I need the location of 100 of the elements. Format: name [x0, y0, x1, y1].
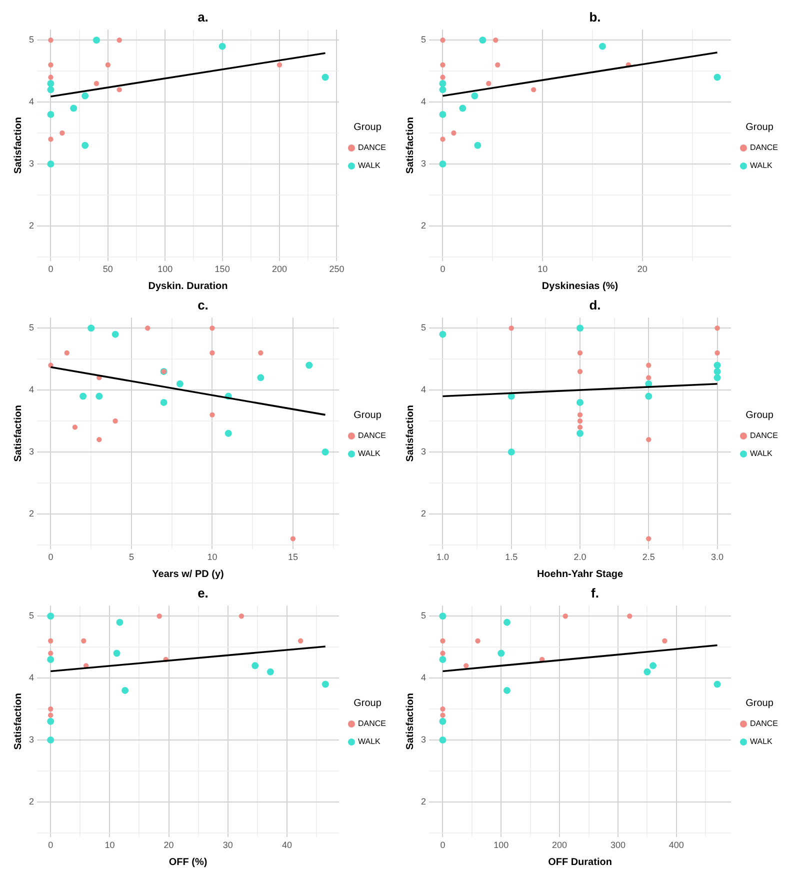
point [503, 618, 510, 626]
x-axis-title: OFF (%) [168, 856, 208, 868]
point [577, 350, 583, 356]
point [714, 74, 721, 81]
point [598, 42, 606, 50]
point [714, 368, 721, 375]
point [498, 650, 505, 657]
point [96, 436, 102, 442]
y-tick-label: 3 [28, 158, 34, 168]
point [238, 614, 244, 619]
point [145, 326, 150, 331]
point [176, 380, 184, 388]
point [112, 330, 119, 338]
point [714, 680, 721, 688]
legend-label: DANCE [750, 719, 778, 728]
chart-title: c. [198, 297, 208, 312]
point [224, 430, 232, 437]
point [81, 638, 86, 644]
y-tick-label: 3 [420, 158, 426, 168]
point [47, 110, 54, 118]
point [646, 362, 652, 368]
x-tick-label: 20 [637, 264, 648, 274]
point [276, 62, 282, 68]
chart-title: d. [589, 297, 601, 312]
point [463, 663, 469, 668]
point [508, 326, 514, 331]
point [112, 418, 118, 424]
point [645, 392, 652, 400]
x-axis-title: Dyskin. Duration [148, 280, 228, 292]
x-tick-label: 30 [222, 840, 233, 850]
point [64, 350, 70, 356]
legend-label: DANCE [358, 431, 386, 440]
y-tick-label: 5 [420, 322, 426, 333]
point [475, 638, 480, 644]
y-tick-label: 5 [28, 322, 34, 333]
y-axis-title: Satisfaction [404, 693, 416, 750]
point [116, 618, 124, 626]
point [486, 80, 492, 86]
point [113, 650, 120, 657]
legend-label: WALK [750, 161, 774, 170]
legend-label: WALK [358, 161, 382, 170]
y-axis-title: Satisfaction [404, 117, 416, 174]
y-axis-title: Satisfaction [12, 693, 24, 750]
y-axis-title: Satisfaction [404, 405, 416, 462]
point [48, 638, 54, 644]
legend-label: DANCE [358, 143, 386, 152]
point [627, 614, 632, 619]
point [48, 74, 54, 80]
point [493, 38, 498, 43]
point [48, 136, 54, 142]
y-tick-label: 4 [420, 672, 426, 683]
point [257, 374, 264, 382]
point [439, 330, 446, 338]
point [440, 62, 446, 68]
point [47, 160, 54, 168]
point [82, 92, 89, 100]
point [440, 638, 446, 644]
x-tick-label: 10 [207, 552, 218, 562]
point [440, 706, 446, 712]
point [210, 412, 215, 418]
legend-label: WALK [358, 737, 382, 746]
point [48, 38, 54, 43]
x-tick-label: 0 [48, 840, 54, 850]
point [714, 362, 721, 369]
y-tick-label: 3 [420, 446, 426, 456]
point [48, 62, 54, 68]
point [48, 650, 54, 656]
point [48, 706, 54, 712]
point [577, 424, 583, 430]
point [577, 412, 583, 418]
y-tick-label: 3 [28, 446, 34, 456]
y-axis-title: Satisfaction [12, 117, 24, 174]
point [47, 736, 54, 744]
point [439, 80, 446, 87]
point [47, 656, 54, 663]
point [440, 38, 446, 43]
x-axis-title: Dyskinesias (%) [542, 280, 618, 292]
x-tick-label: 250 [329, 264, 344, 274]
point [88, 324, 95, 332]
x-tick-label: 100 [494, 840, 509, 850]
chart-title: b. [589, 9, 601, 24]
point [451, 130, 456, 136]
x-tick-label: 15 [288, 552, 298, 562]
point [70, 104, 78, 112]
y-tick-label: 2 [28, 796, 34, 806]
point [577, 418, 583, 424]
x-tick-label: 3.0 [711, 552, 724, 562]
point [474, 142, 482, 149]
chart-title: e. [198, 585, 208, 600]
y-tick-label: 4 [28, 672, 34, 683]
point [210, 326, 215, 331]
point [439, 736, 446, 744]
y-tick-label: 4 [28, 384, 34, 395]
point [439, 718, 446, 725]
point [116, 87, 122, 92]
point [714, 350, 720, 356]
point [439, 612, 446, 620]
point [495, 62, 500, 68]
point [47, 718, 54, 725]
x-tick-label: 1.0 [436, 552, 449, 562]
